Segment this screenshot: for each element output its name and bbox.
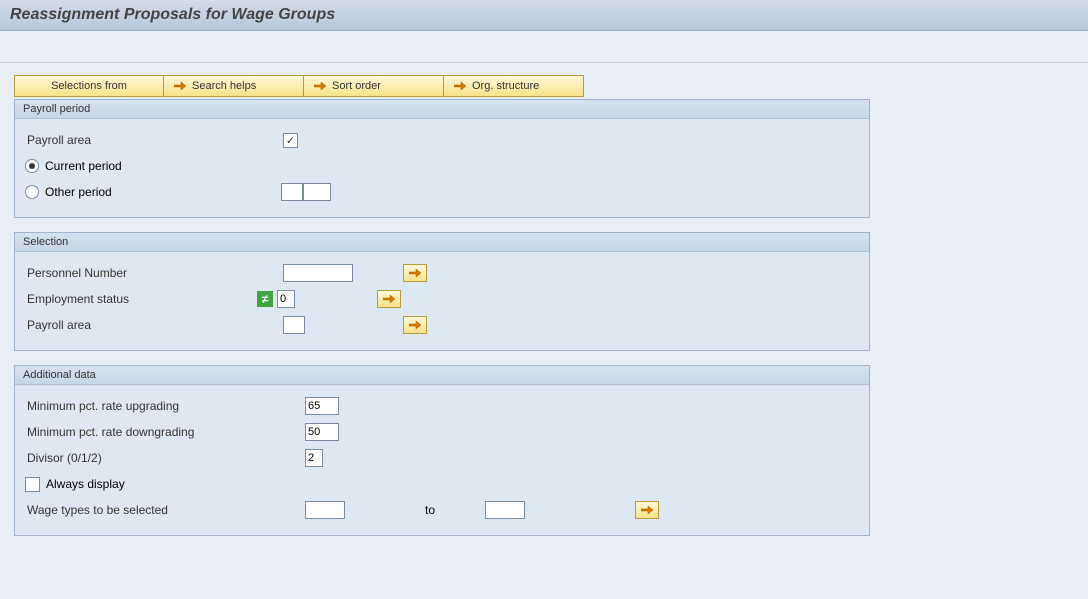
- other-period-radio[interactable]: [25, 185, 39, 199]
- arrow-right-icon: [409, 268, 421, 278]
- org-structure-label: Org. structure: [472, 80, 539, 92]
- arrow-right-icon: [409, 320, 421, 330]
- wage-types-multi-button[interactable]: [635, 501, 659, 519]
- selections-from-button[interactable]: Selections from: [14, 75, 164, 97]
- sel-payroll-area-input[interactable]: [283, 316, 305, 334]
- min-downgrading-label: Minimum pct. rate downgrading: [25, 425, 305, 439]
- wage-types-label: Wage types to be selected: [25, 503, 305, 517]
- employment-status-label: Employment status: [25, 292, 257, 306]
- employment-status-input[interactable]: [277, 290, 295, 308]
- personnel-number-input[interactable]: [283, 264, 353, 282]
- other-period-label: Other period: [45, 185, 281, 199]
- page-title: Reassignment Proposals for Wage Groups: [10, 6, 1078, 24]
- divisor-label: Divisor (0/1/2): [25, 451, 305, 465]
- other-period-field-2[interactable]: [303, 183, 331, 201]
- org-structure-button[interactable]: Org. structure: [444, 75, 584, 97]
- personnel-number-multi-button[interactable]: [403, 264, 427, 282]
- arrow-right-icon: [641, 505, 653, 515]
- sel-payroll-area-multi-button[interactable]: [403, 316, 427, 334]
- title-bar: Reassignment Proposals for Wage Groups: [0, 0, 1088, 31]
- search-helps-button[interactable]: Search helps: [164, 75, 304, 97]
- additional-data-legend: Additional data: [15, 366, 869, 385]
- sub-toolbar-band: [0, 31, 1088, 63]
- min-upgrading-input[interactable]: [305, 397, 339, 415]
- search-helps-label: Search helps: [192, 80, 256, 92]
- to-label: to: [425, 503, 485, 517]
- sort-order-label: Sort order: [332, 80, 381, 92]
- other-period-field-1[interactable]: [281, 183, 303, 201]
- arrow-right-icon: [383, 294, 395, 304]
- selection-legend: Selection: [15, 233, 869, 252]
- arrow-right-icon: [174, 81, 186, 91]
- payroll-period-group: Payroll period Payroll area ✓ Current pe…: [14, 99, 870, 218]
- personnel-number-label: Personnel Number: [25, 266, 283, 280]
- arrow-right-icon: [314, 81, 326, 91]
- checkmark-icon: ✓: [286, 134, 295, 147]
- arrow-right-icon: [454, 81, 466, 91]
- always-display-checkbox[interactable]: [25, 477, 40, 492]
- min-upgrading-label: Minimum pct. rate upgrading: [25, 399, 305, 413]
- min-downgrading-input[interactable]: [305, 423, 339, 441]
- toolbar: Selections from Search helps Sort order …: [14, 75, 1074, 97]
- divisor-input[interactable]: [305, 449, 323, 467]
- not-equal-icon: ≠: [257, 291, 273, 307]
- sort-order-button[interactable]: Sort order: [304, 75, 444, 97]
- employment-status-multi-button[interactable]: [377, 290, 401, 308]
- content-area: Selections from Search helps Sort order …: [0, 63, 1088, 562]
- selections-from-label: Selections from: [51, 80, 127, 92]
- wage-types-to-input[interactable]: [485, 501, 525, 519]
- payroll-period-legend: Payroll period: [15, 100, 869, 119]
- additional-data-group: Additional data Minimum pct. rate upgrad…: [14, 365, 870, 536]
- current-period-label: Current period: [45, 159, 122, 173]
- payroll-area-checkbox[interactable]: ✓: [283, 133, 298, 148]
- sel-payroll-area-label: Payroll area: [25, 318, 283, 332]
- current-period-radio[interactable]: [25, 159, 39, 173]
- always-display-label: Always display: [46, 477, 125, 491]
- selection-group: Selection Personnel Number Employment st…: [14, 232, 870, 351]
- wage-types-from-input[interactable]: [305, 501, 345, 519]
- svg-text:≠: ≠: [262, 292, 269, 306]
- payroll-area-label: Payroll area: [25, 133, 283, 147]
